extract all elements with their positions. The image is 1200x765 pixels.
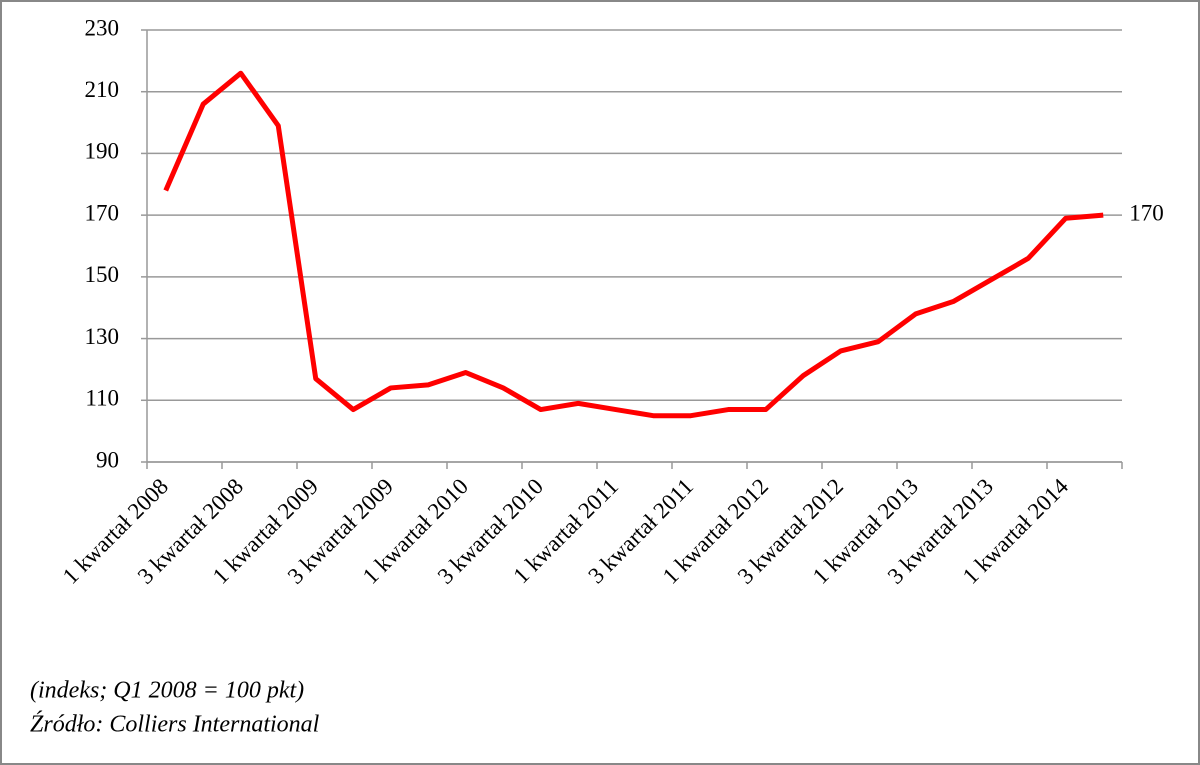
y-tick-label: 230 (85, 15, 120, 40)
y-tick-label: 170 (85, 200, 120, 225)
y-tick-label: 210 (85, 77, 120, 102)
value-label: 170 (1129, 200, 1164, 225)
line (163, 70, 1104, 419)
y-tick-label: 110 (85, 386, 119, 411)
source: Źródło: Colliers International (30, 712, 320, 738)
y-tick-label: 190 (85, 139, 120, 164)
y-tick-label: 90 (96, 447, 119, 472)
y-tick-label: 150 (85, 262, 120, 287)
y-tick-label: 130 (85, 324, 120, 349)
note: (indeks; Q1 2008 = 100 pkt) (30, 678, 304, 704)
